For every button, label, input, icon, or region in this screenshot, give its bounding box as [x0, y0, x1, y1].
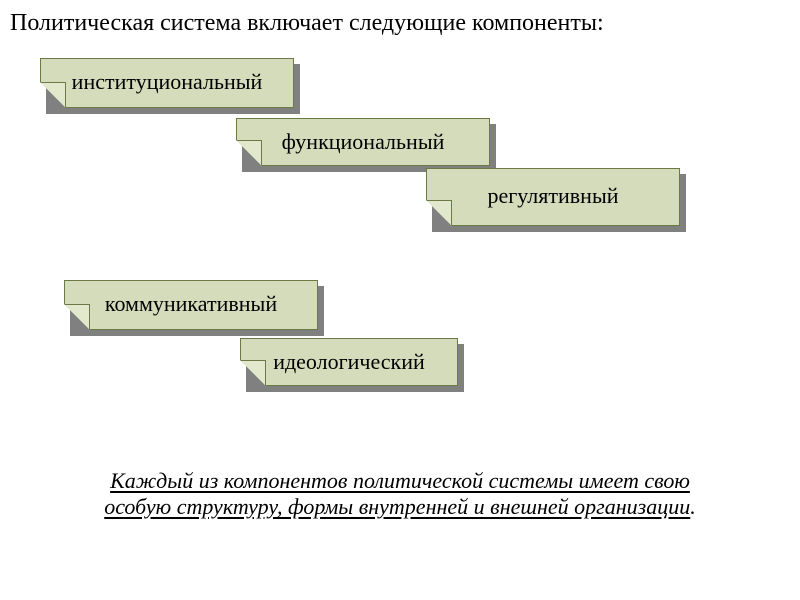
- card-label: функциональный: [237, 131, 489, 153]
- footer-line-2: особую структуру, формы внутренней и вне…: [104, 494, 690, 519]
- card-label: регулятивный: [427, 185, 679, 207]
- card-body: коммуникативный: [64, 280, 318, 330]
- card-body: функциональный: [236, 118, 490, 166]
- component-card: регулятивный: [426, 168, 686, 232]
- footer-line-1: Каждый из компонентов политической систе…: [110, 468, 690, 493]
- footer-text: Каждый из компонентов политической систе…: [0, 468, 800, 520]
- component-card: функциональный: [236, 118, 496, 172]
- card-label: институциональный: [41, 71, 293, 93]
- component-card: коммуникативный: [64, 280, 324, 336]
- card-label: коммуникативный: [65, 293, 317, 315]
- card-body: регулятивный: [426, 168, 680, 226]
- footer-period: .: [690, 494, 696, 519]
- page-title: Политическая система включает следующие …: [10, 10, 604, 37]
- card-body: институциональный: [40, 58, 294, 108]
- component-card: идеологический: [240, 338, 464, 392]
- card-body: идеологический: [240, 338, 458, 386]
- component-card: институциональный: [40, 58, 300, 114]
- card-label: идеологический: [241, 351, 457, 373]
